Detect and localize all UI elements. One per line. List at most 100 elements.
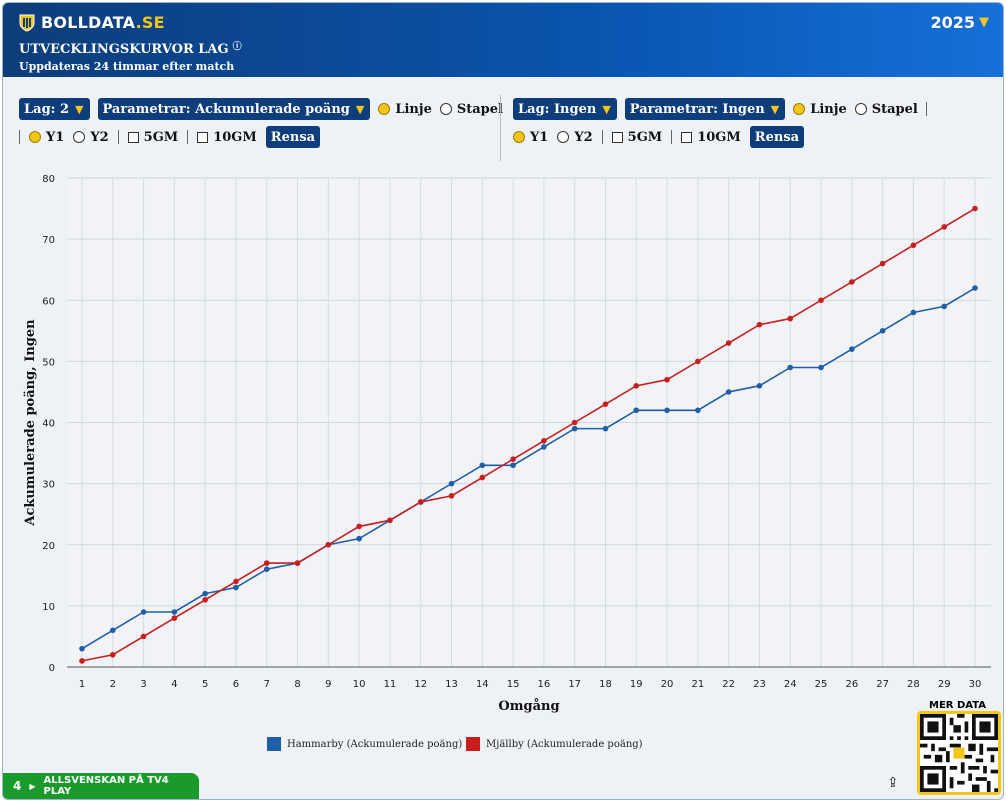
data-point-0: [664, 407, 670, 414]
radio-linje-left-label: Linje: [395, 101, 432, 117]
data-point-0: [725, 389, 732, 395]
x-tick-label: 15: [507, 679, 520, 690]
data-point-1: [571, 419, 578, 426]
data-point-1: [510, 456, 516, 462]
chevron-down-icon: ▼: [979, 15, 989, 30]
info-icon[interactable]: ⓘ: [232, 42, 242, 52]
header: BOLLDATA.SE 2025 ▼ UTVECKLINGSKURVOR LAG…: [3, 3, 1003, 77]
radio-linje-right[interactable]: Linje: [793, 102, 847, 117]
more-data-label: MER DATA: [929, 700, 987, 711]
radio-y2-left[interactable]: Y2: [73, 130, 109, 145]
legend-item-mjallby[interactable]: Mjällby (Ackumulerade poäng): [466, 737, 643, 751]
brand-logo[interactable]: BOLLDATA.SE: [19, 13, 165, 32]
team-dropdown-left[interactable]: Lag: 2 ▼: [19, 98, 90, 120]
checkbox-icon: [611, 131, 623, 143]
data-point-0: [109, 627, 116, 634]
radio-y1-left[interactable]: Y1: [29, 130, 64, 145]
data-point-0: [787, 364, 794, 371]
data-point-0: [541, 444, 547, 450]
data-point-0: [79, 645, 85, 652]
checkbox-icon: [197, 131, 209, 143]
legend-swatch: [466, 737, 480, 751]
checkbox-5gm-right[interactable]: 5GM: [611, 129, 663, 145]
data-point-1: [818, 297, 824, 304]
data-point-1: [941, 224, 948, 230]
chevron-down-icon: ▼: [770, 102, 780, 116]
page-subtitle: Uppdateras 24 timmar efter match: [19, 60, 235, 73]
x-axis-label: Omgång: [498, 698, 559, 714]
radio-linje-right-label: Linje: [810, 101, 847, 117]
x-tick-label: 29: [938, 679, 951, 690]
data-point-1: [294, 560, 301, 566]
data-point-0: [356, 535, 362, 542]
radio-y1-right-label: Y1: [530, 129, 549, 145]
param-dropdown-left[interactable]: Parametrar: Ackumulerade poäng ▼: [97, 98, 371, 120]
year-selector[interactable]: 2025 ▼: [930, 13, 989, 32]
divider: [19, 130, 20, 144]
data-point-0: [263, 566, 270, 572]
x-tick-label: 26: [845, 679, 858, 690]
radio-stapel-right-label: Stapel: [871, 101, 918, 117]
data-point-0: [233, 584, 239, 591]
y-tick-label: 70: [42, 235, 55, 246]
year-value: 2025: [930, 13, 975, 32]
x-tick-label: 8: [294, 679, 300, 690]
checkbox-10gm-left-label: 10GM: [213, 129, 257, 145]
data-point-1: [263, 560, 270, 566]
divider: [925, 102, 927, 116]
x-tick-label: 6: [233, 679, 239, 690]
right-controls-row2: Y1 Y2 5GM 10GM Rensa: [513, 126, 805, 148]
clear-button-left[interactable]: Rensa: [265, 126, 321, 148]
data-point-1: [879, 260, 886, 267]
qr-code-icon: [920, 714, 998, 792]
controls-divider: [500, 95, 501, 161]
data-point-0: [818, 364, 824, 371]
radio-empty-icon: [439, 103, 452, 115]
x-tick-label: 21: [691, 679, 704, 690]
y-tick-label: 0: [49, 663, 55, 674]
legend-item-hammarby[interactable]: Hammarby (Ackumulerade poäng): [267, 737, 462, 751]
data-point-1: [325, 541, 332, 548]
checkbox-5gm-left[interactable]: 5GM: [127, 130, 178, 145]
data-point-0: [849, 346, 855, 352]
data-point-0: [140, 609, 147, 615]
data-point-1: [787, 315, 794, 322]
checkbox-icon: [681, 131, 693, 143]
clear-button-right[interactable]: Rensa: [749, 126, 805, 148]
divider: [601, 130, 603, 144]
x-tick-label: 30: [969, 679, 982, 690]
data-point-0: [510, 462, 516, 469]
x-tick-label: 28: [907, 679, 920, 690]
data-point-1: [695, 358, 701, 365]
data-point-0: [941, 303, 948, 310]
qr-code[interactable]: [917, 711, 1001, 795]
radio-linje-left[interactable]: Linje: [378, 102, 432, 117]
x-tick-label: 12: [414, 679, 427, 690]
page-title: UTVECKLINGSKURVOR LAG ⓘ: [19, 42, 242, 57]
x-tick-label: 1: [79, 679, 85, 690]
share-icon[interactable]: ⇪: [887, 775, 899, 791]
left-controls-row2: Y1 Y2 5GM 10GM Rensa: [19, 126, 321, 148]
radio-y1-right[interactable]: Y1: [513, 130, 548, 145]
team-dropdown-right[interactable]: Lag: Ingen ▼: [513, 98, 617, 120]
checkbox-icon: [127, 131, 139, 143]
data-point-1: [233, 578, 239, 585]
x-tick-label: 3: [140, 679, 146, 690]
x-tick-label: 18: [599, 679, 612, 690]
checkbox-10gm-right[interactable]: 10GM: [681, 130, 741, 145]
checkbox-10gm-left[interactable]: 10GM: [197, 130, 257, 145]
radio-stapel-left[interactable]: Stapel: [439, 102, 503, 117]
checkbox-5gm-right-label: 5GM: [627, 129, 663, 145]
param-dropdown-right-label: Parametrar: Ingen: [629, 101, 765, 117]
x-tick-label: 13: [445, 679, 458, 690]
data-point-0: [479, 462, 486, 469]
radio-stapel-right[interactable]: Stapel: [854, 101, 918, 117]
radio-y2-right[interactable]: Y2: [557, 130, 593, 145]
data-point-0: [910, 309, 917, 316]
y-tick-label: 60: [42, 296, 55, 307]
param-dropdown-right[interactable]: Parametrar: Ingen ▼: [624, 98, 786, 120]
radio-selected-icon: [513, 131, 525, 143]
tv4-play-banner[interactable]: 4 ▶ ALLSVENSKAN PÅ TV4 PLAY: [3, 773, 199, 799]
left-controls-row1: Lag: 2 ▼ Parametrar: Ackumulerade poäng …: [19, 98, 503, 120]
